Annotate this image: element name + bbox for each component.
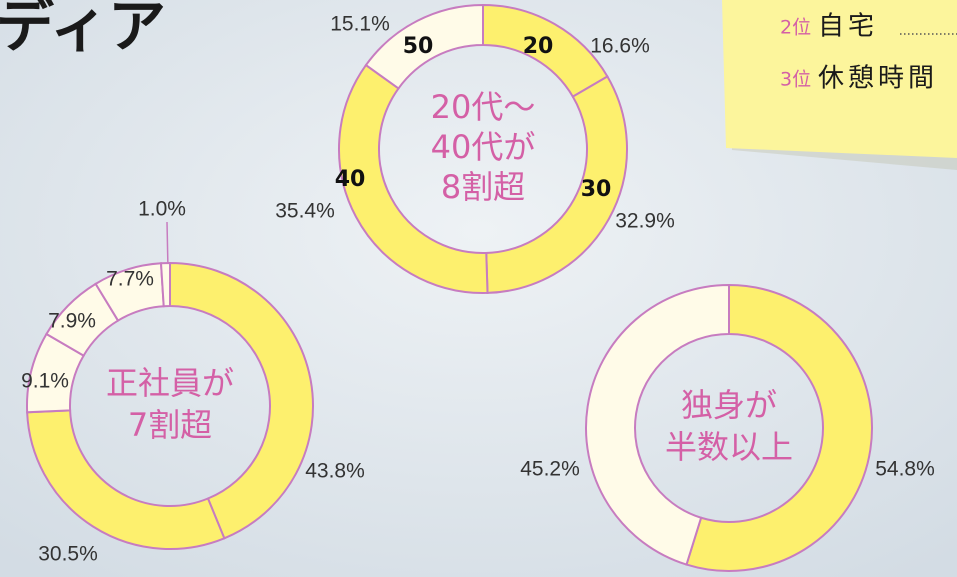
segment-label: 20 xyxy=(523,34,554,59)
center-annotation: 正社員が xyxy=(106,364,234,402)
value-label: 35.4% xyxy=(275,200,335,223)
center-annotation: 40代が xyxy=(431,128,536,166)
note-text: 休憩時間 xyxy=(818,64,938,94)
value-label: 7.9% xyxy=(48,310,96,333)
note-text: 自宅 xyxy=(818,12,878,42)
donut-segment xyxy=(364,3,484,90)
value-label: 32.9% xyxy=(615,210,675,233)
leader-line xyxy=(166,221,169,271)
donut-segment xyxy=(159,261,171,308)
donut-segment xyxy=(685,283,873,572)
donut-segment xyxy=(169,261,314,540)
value-label: 16.6% xyxy=(590,35,650,58)
center-annotation: 8割超 xyxy=(441,168,525,206)
donut-segment xyxy=(585,283,730,566)
center-annotation: 7割超 xyxy=(128,406,212,444)
value-label: 45.2% xyxy=(520,458,580,481)
value-label: 15.1% xyxy=(330,13,390,36)
value-label: 1.0% xyxy=(138,198,186,221)
page-title: ディア xyxy=(0,0,166,60)
value-label: 43.8% xyxy=(305,460,365,483)
segment-label: 40 xyxy=(335,167,366,192)
donut-segment xyxy=(338,63,489,294)
value-label: 54.8% xyxy=(875,458,935,481)
value-label: 9.1% xyxy=(21,370,69,393)
note-rank: 2位 xyxy=(780,17,811,39)
center-annotation: 半数以上 xyxy=(665,428,793,466)
sticky-note: 2位 自宅 3位 休憩時間 xyxy=(722,0,957,170)
center-annotation: 20代～ xyxy=(431,88,536,126)
value-label: 30.5% xyxy=(38,543,98,566)
center-annotation: 独身が xyxy=(681,386,777,424)
note-paper xyxy=(722,0,957,158)
donut-segment xyxy=(26,409,226,550)
segment-label: 50 xyxy=(403,34,434,59)
note-rank: 3位 xyxy=(780,69,811,91)
value-label: 7.7% xyxy=(106,268,154,291)
segment-label: 30 xyxy=(581,177,612,202)
